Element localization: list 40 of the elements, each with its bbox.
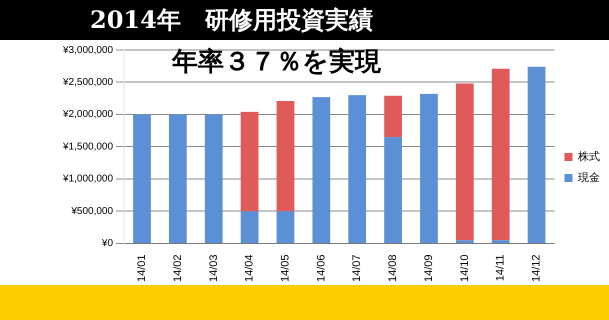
y-tick-label: ¥1,500,000 — [62, 141, 114, 152]
bar — [384, 137, 402, 243]
x-tick-label: 14/02 — [172, 254, 184, 282]
bar — [276, 100, 294, 212]
y-tick-label: ¥500,000 — [70, 206, 114, 217]
bar — [312, 97, 330, 243]
bar — [276, 211, 294, 243]
chart-title: 2014年 研修用投資実績 — [0, 0, 609, 40]
annotation: 年率３７％を実現 — [172, 46, 381, 79]
bar — [528, 66, 546, 243]
bar — [456, 240, 474, 243]
y-tick-label: ¥2,000,000 — [62, 109, 114, 120]
x-tick-label: 14/01 — [136, 254, 148, 282]
bar — [384, 96, 402, 138]
x-tick-label: 14/08 — [387, 254, 400, 282]
legend-label: 株式 — [577, 150, 600, 163]
y-tick-label: ¥0 — [100, 238, 114, 250]
bar — [240, 211, 258, 243]
x-tick-label: 14/06 — [315, 254, 328, 282]
bar — [204, 114, 223, 243]
x-tick-label: 14/05 — [280, 254, 292, 282]
x-tick-label: 14/04 — [244, 254, 256, 282]
bar — [420, 94, 438, 243]
bar — [168, 114, 187, 243]
x-tick-label: 14/10 — [458, 254, 471, 282]
x-tick-label: 14/03 — [208, 254, 220, 282]
bar — [492, 68, 510, 240]
y-tick-label: ¥1,000,000 — [62, 174, 114, 185]
bar — [456, 84, 474, 240]
bar — [492, 240, 510, 243]
bar — [133, 114, 151, 243]
x-tick-label: 14/12 — [530, 254, 543, 282]
legend-label: 現金 — [578, 170, 600, 184]
x-tick-label: 14/11 — [494, 254, 507, 282]
bar — [348, 95, 366, 243]
y-tick-label: ¥2,500,000 — [62, 76, 114, 88]
bar — [240, 112, 258, 212]
x-tick-label: 14/07 — [351, 254, 364, 282]
y-tick-label: ¥3,000,000 — [62, 44, 114, 56]
x-tick-label: 14/09 — [422, 254, 435, 282]
